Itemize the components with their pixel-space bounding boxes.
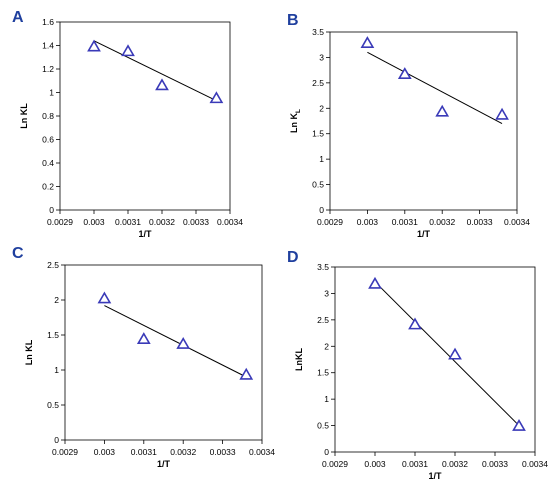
x-axis-title: 1/T [428,471,442,481]
panel-b: B 0 0.5 1 1.5 2 2.5 3 3.5 0.0029 0.003 0.0031 0.0032… [287,12,530,239]
plot-frame [64,264,263,441]
y-axis-title-main: Ln K [289,112,299,132]
panel-letter: D [287,249,299,266]
y-tick-label: 3 [319,52,324,62]
y-tick-label: 0.5 [312,180,324,190]
x-tick-label: 0.0032 [442,459,468,469]
data-point-triangle [136,332,151,345]
x-tick-label: 0.0031 [392,217,418,227]
data-point-triangle [121,44,135,57]
y-tick-label: 1 [324,394,329,404]
y-axis-title-subscript: L [295,109,302,113]
panel-a: A 0 0.2 0.4 0.6 0.8 1 1.2 1.4 1.6 0.0029 0.003 0.003… [12,9,243,239]
data-point-triangle [495,107,509,120]
x-tick-label: 0.003 [83,217,105,227]
data-point-triangle [435,104,450,117]
x-tick-label: 0.0034 [249,447,275,457]
y-axis-title: LnKL [294,348,304,371]
panel-letter: A [12,9,24,26]
panel-letter: C [12,245,24,262]
y-tick-label: 3.5 [317,262,329,272]
y-tick-label: 0.5 [317,421,329,431]
y-tick-label: 2.5 [317,315,329,325]
trendline [374,281,520,426]
data-point-triangle [512,419,526,431]
panel-c: C 0 0.5 1 1.5 2 2.5 0.0029 0.003 0.0031 0.0032 0.00… [12,245,275,469]
x-tick-label: 0.0034 [522,459,548,469]
x-tick-label: 0.0031 [402,459,428,469]
y-tick-label: 1 [54,365,59,375]
y-tick-label: 1 [49,88,54,98]
x-tick-label: 0.0029 [47,217,73,227]
x-tick-label: 0.0029 [322,459,348,469]
y-tick-label: 1.5 [317,368,329,378]
x-tick-label: 0.0032 [149,217,175,227]
y-tick-label: 0.4 [42,158,54,168]
x-tick-label: 0.0033 [482,459,508,469]
y-tick-label: 1.6 [42,17,54,27]
data-point-triangle [408,317,422,330]
plot-frame [334,266,536,453]
x-tick-label: 0.0032 [429,217,455,227]
plot-frame [59,21,231,211]
data-point-triangle [368,276,382,289]
x-tick-label: 0.0029 [52,447,78,457]
trendline [93,40,217,102]
y-tick-label: 0 [324,447,329,457]
x-tick-label: 0.0029 [317,217,343,227]
y-tick-label: 1 [319,154,324,164]
y-tick-label: 2.5 [312,78,324,88]
x-tick-label: 0.0031 [115,217,141,227]
y-tick-label: 0 [319,205,324,215]
y-tick-label: 3 [324,288,329,298]
y-tick-label: 3.5 [312,27,324,37]
y-tick-label: 2 [54,295,59,305]
data-point-triangle [239,367,254,380]
x-tick-label: 0.0033 [467,217,493,227]
trendline [367,51,503,124]
y-tick-label: 1.2 [42,64,54,74]
y-tick-label: 1.5 [47,330,59,340]
y-tick-label: 1.5 [312,129,324,139]
data-point-triangle [176,337,191,349]
x-tick-label: 0.003 [357,217,379,227]
data-point-triangle [209,91,224,104]
y-tick-label: 0.6 [42,135,54,145]
y-tick-label: 0 [54,435,59,445]
x-tick-label: 0.0033 [183,217,209,227]
x-axis-title: 1/T [138,229,152,239]
x-tick-label: 0.0031 [131,447,157,457]
y-tick-label: 0.2 [42,182,54,192]
x-tick-label: 0.0034 [217,217,243,227]
x-tick-label: 0.0032 [170,447,196,457]
data-point-triangle [155,78,169,91]
y-axis-title: Ln KL [289,109,302,133]
y-tick-label: 0.5 [47,400,59,410]
y-tick-label: 2.5 [47,260,59,270]
x-axis-title: 1/T [157,459,171,469]
data-point-triangle [87,39,101,52]
y-tick-label: 2 [324,341,329,351]
x-tick-label: 0.0034 [504,217,530,227]
data-point-triangle [448,347,462,360]
trendline [104,305,247,378]
y-tick-label: 1.4 [42,41,54,51]
x-tick-label: 0.003 [94,447,116,457]
panel-letter: B [287,12,299,29]
y-axis-title: Ln KL [24,339,34,365]
x-tick-label: 0.0033 [210,447,236,457]
plot-frame [329,31,518,211]
y-tick-label: 0.8 [42,111,54,121]
data-point-triangle [397,67,412,80]
x-axis-title: 1/T [417,229,431,239]
y-tick-label: 2 [319,103,324,113]
x-tick-label: 0.003 [364,459,386,469]
panel-d: D 0 0.5 1 1.5 2 2.5 3 3.5 0.0029 0.003 0.0031 0.0032… [287,249,548,481]
data-point-triangle [360,36,375,48]
y-tick-label: 0 [49,205,54,215]
data-point-triangle [97,291,112,304]
y-axis-title: Ln KL [19,103,29,129]
